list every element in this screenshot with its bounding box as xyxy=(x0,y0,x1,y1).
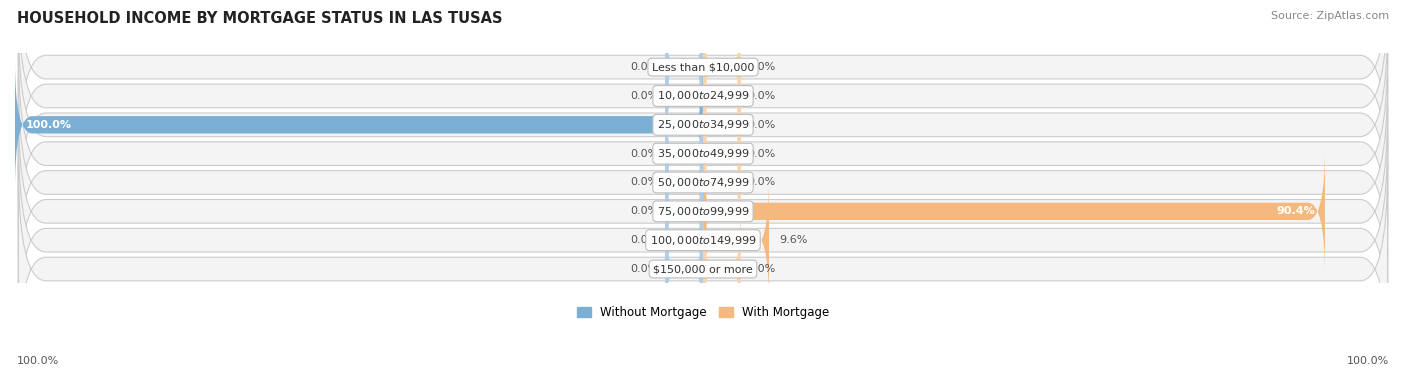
FancyBboxPatch shape xyxy=(703,61,741,188)
Text: $25,000 to $34,999: $25,000 to $34,999 xyxy=(657,118,749,131)
FancyBboxPatch shape xyxy=(665,177,703,303)
Text: 100.0%: 100.0% xyxy=(17,356,59,366)
Text: $35,000 to $49,999: $35,000 to $49,999 xyxy=(657,147,749,160)
FancyBboxPatch shape xyxy=(665,148,703,275)
Legend: Without Mortgage, With Mortgage: Without Mortgage, With Mortgage xyxy=(572,301,834,324)
Text: $100,000 to $149,999: $100,000 to $149,999 xyxy=(650,234,756,247)
Text: 0.0%: 0.0% xyxy=(630,235,658,245)
FancyBboxPatch shape xyxy=(703,148,1324,275)
Text: 0.0%: 0.0% xyxy=(748,149,776,159)
Text: 0.0%: 0.0% xyxy=(630,91,658,101)
Text: 0.0%: 0.0% xyxy=(630,149,658,159)
Text: $50,000 to $74,999: $50,000 to $74,999 xyxy=(657,176,749,189)
FancyBboxPatch shape xyxy=(18,21,1388,228)
Text: $10,000 to $24,999: $10,000 to $24,999 xyxy=(657,89,749,103)
Text: $150,000 or more: $150,000 or more xyxy=(654,264,752,274)
FancyBboxPatch shape xyxy=(665,4,703,130)
FancyBboxPatch shape xyxy=(703,90,741,217)
FancyBboxPatch shape xyxy=(703,205,741,333)
FancyBboxPatch shape xyxy=(665,32,703,159)
FancyBboxPatch shape xyxy=(18,136,1388,344)
Text: Source: ZipAtlas.com: Source: ZipAtlas.com xyxy=(1271,11,1389,21)
FancyBboxPatch shape xyxy=(18,0,1388,199)
Text: 90.4%: 90.4% xyxy=(1275,206,1315,216)
Text: 0.0%: 0.0% xyxy=(630,264,658,274)
Text: HOUSEHOLD INCOME BY MORTGAGE STATUS IN LAS TUSAS: HOUSEHOLD INCOME BY MORTGAGE STATUS IN L… xyxy=(17,11,502,26)
Text: 0.0%: 0.0% xyxy=(748,62,776,72)
Text: 0.0%: 0.0% xyxy=(630,178,658,187)
FancyBboxPatch shape xyxy=(18,166,1388,372)
FancyBboxPatch shape xyxy=(703,32,741,159)
Text: Less than $10,000: Less than $10,000 xyxy=(652,62,754,72)
Text: 100.0%: 100.0% xyxy=(25,120,72,130)
FancyBboxPatch shape xyxy=(18,0,1388,171)
FancyBboxPatch shape xyxy=(703,4,741,130)
FancyBboxPatch shape xyxy=(18,50,1388,257)
FancyBboxPatch shape xyxy=(665,205,703,333)
Text: 0.0%: 0.0% xyxy=(630,206,658,216)
Text: 0.0%: 0.0% xyxy=(748,91,776,101)
Text: 0.0%: 0.0% xyxy=(748,120,776,130)
FancyBboxPatch shape xyxy=(15,61,703,188)
FancyBboxPatch shape xyxy=(18,108,1388,315)
FancyBboxPatch shape xyxy=(665,119,703,246)
Text: 9.6%: 9.6% xyxy=(779,235,807,245)
Text: 0.0%: 0.0% xyxy=(630,62,658,72)
FancyBboxPatch shape xyxy=(18,79,1388,286)
Text: 0.0%: 0.0% xyxy=(748,178,776,187)
Text: 100.0%: 100.0% xyxy=(1347,356,1389,366)
FancyBboxPatch shape xyxy=(665,90,703,217)
FancyBboxPatch shape xyxy=(703,177,769,303)
Text: 0.0%: 0.0% xyxy=(748,264,776,274)
FancyBboxPatch shape xyxy=(703,119,741,246)
Text: $75,000 to $99,999: $75,000 to $99,999 xyxy=(657,205,749,218)
